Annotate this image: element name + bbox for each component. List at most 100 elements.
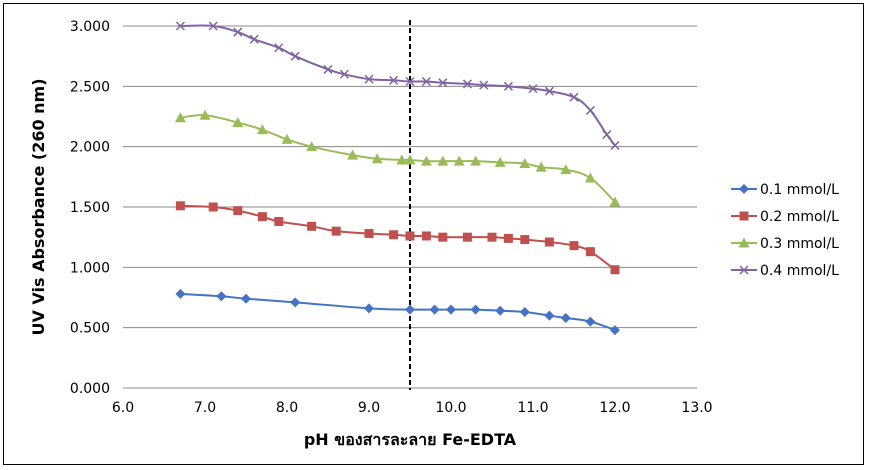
data-point: [585, 316, 596, 327]
y-tick-label: 1.000: [70, 260, 110, 276]
data-point: [256, 124, 268, 135]
data-point: [306, 141, 318, 152]
data-point: [257, 212, 267, 222]
legend-item: 0.4 mmol/L: [731, 263, 839, 279]
data-point: [544, 86, 554, 96]
y-axis-title: UV Vis Absorbance (260 nm): [29, 78, 48, 335]
data-point: [470, 155, 482, 166]
data-point: [585, 247, 595, 257]
data-point: [519, 158, 531, 169]
legend-marker: [739, 265, 749, 275]
data-point: [519, 306, 530, 317]
data-point: [462, 79, 472, 89]
series-line: [180, 24, 616, 147]
data-point: [290, 51, 300, 61]
data-point: [438, 78, 448, 88]
data-point: [609, 196, 621, 207]
data-point: [610, 325, 620, 336]
data-point: [339, 69, 349, 79]
data-point: [437, 155, 449, 166]
legend-marker: [738, 237, 750, 248]
x-tick-label: 12.0: [599, 400, 630, 416]
data-point: [175, 21, 185, 31]
data-point: [560, 313, 571, 324]
legend-label: 0.3 mmol/L: [760, 236, 839, 252]
legend-marker: [739, 184, 749, 194]
data-point: [560, 164, 572, 175]
x-tick-label: 6.0: [112, 400, 134, 416]
series-4: [175, 21, 620, 150]
series-2: [175, 201, 620, 275]
data-point: [446, 304, 456, 315]
series-line: [180, 114, 616, 203]
data-point: [405, 231, 415, 241]
y-tick-label: 0.000: [70, 381, 110, 397]
data-point: [535, 161, 547, 172]
data-point: [470, 304, 481, 315]
data-point: [495, 305, 506, 316]
data-point: [208, 202, 218, 212]
data-point: [453, 155, 465, 166]
data-point: [274, 43, 284, 53]
data-point: [249, 34, 259, 44]
data-point: [364, 74, 374, 84]
x-tick-label: 8.0: [276, 400, 298, 416]
data-point: [429, 304, 440, 315]
data-point: [274, 216, 284, 226]
x-tick-label: 9.0: [358, 400, 380, 416]
data-point: [585, 105, 595, 115]
data-point: [364, 229, 374, 239]
data-point: [331, 226, 341, 236]
y-tick-label: 0.500: [70, 321, 110, 337]
series-3: [174, 109, 621, 207]
legend-label: 0.4 mmol/L: [760, 263, 839, 279]
data-point: [528, 84, 538, 94]
data-point: [520, 235, 530, 245]
data-point: [610, 140, 620, 150]
y-tick-label: 2.500: [70, 79, 110, 95]
x-tick-label: 10.0: [435, 400, 466, 416]
x-tick-label: 7.0: [194, 400, 216, 416]
data-point: [307, 221, 317, 231]
data-point: [208, 21, 218, 31]
legend-item: 0.3 mmol/L: [731, 236, 839, 252]
data-point: [420, 155, 432, 166]
data-point: [175, 201, 185, 211]
data-point: [323, 64, 333, 74]
data-point: [389, 75, 399, 85]
data-point: [290, 297, 301, 308]
data-point: [438, 232, 448, 242]
data-point: [396, 154, 408, 165]
data-point: [494, 156, 506, 167]
x-tick-label: 11.0: [517, 400, 548, 416]
data-point: [216, 291, 227, 302]
legend-label: 0.1 mmol/L: [760, 182, 839, 198]
data-point: [364, 303, 374, 314]
data-point: [421, 231, 431, 241]
y-tick-label: 1.500: [70, 200, 110, 216]
data-point: [503, 233, 513, 243]
y-tick-label: 3.000: [70, 19, 110, 35]
data-point: [405, 304, 415, 315]
data-point: [421, 76, 431, 87]
legend-label: 0.2 mmol/L: [760, 209, 839, 225]
data-point: [584, 172, 596, 183]
legend-item: 0.1 mmol/L: [731, 182, 839, 198]
y-tick-label: 2.000: [70, 140, 110, 156]
data-point: [174, 112, 186, 123]
data-point: [281, 133, 293, 144]
legend-item: 0.2 mmol/L: [731, 209, 839, 225]
data-point: [241, 293, 251, 304]
x-tick-label: 13.0: [681, 400, 712, 416]
series-1: [175, 288, 620, 336]
data-point: [569, 241, 579, 251]
data-point: [544, 310, 555, 321]
data-point: [232, 117, 244, 128]
data-point: [602, 130, 612, 140]
data-point: [233, 27, 243, 37]
data-point: [404, 154, 416, 165]
data-point: [405, 76, 415, 87]
data-point: [503, 81, 513, 91]
data-point: [462, 232, 472, 242]
